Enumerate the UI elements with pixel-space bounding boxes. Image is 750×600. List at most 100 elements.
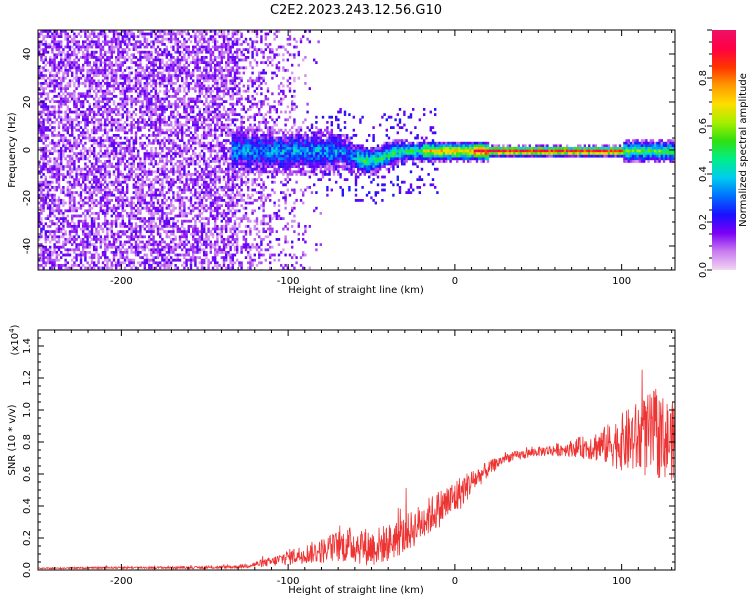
- spectrogram-cell: [97, 123, 100, 127]
- spectrogram-cell: [99, 30, 102, 33]
- spectrogram-cell: [192, 123, 195, 127]
- spectrogram-cell: [57, 123, 61, 127]
- spectrogram-cell: [128, 74, 131, 77]
- spectrogram-cell: [88, 105, 91, 109]
- spectrogram-cell: [170, 170, 173, 174]
- spectrogram-cell: [64, 201, 67, 205]
- spectrogram-cell: [205, 160, 208, 163]
- spectrogram-cell: [194, 118, 197, 122]
- spectrogram-cell: [170, 123, 173, 127]
- spectrogram-cell: [156, 92, 160, 96]
- spectrogram-cell: [159, 61, 162, 64]
- spectrogram-cell: [77, 115, 80, 119]
- spectrogram-cell: [198, 154, 201, 158]
- spectrogram-cell: [119, 253, 122, 257]
- spectrogram-cell: [132, 157, 135, 161]
- spectrogram-cell: [159, 141, 162, 145]
- spectrogram-cell: [203, 118, 206, 122]
- spectrogram-cell: [139, 66, 142, 70]
- spectrogram-cell: [178, 115, 182, 119]
- spectrogram-cell: [134, 100, 138, 103]
- spectrogram-cell: [112, 69, 116, 72]
- spectrogram-cell: [170, 212, 173, 215]
- spectrogram-cell: [40, 40, 43, 44]
- spectrogram-cell: [66, 251, 69, 254]
- spectrogram-cell: [174, 170, 177, 174]
- spectrogram-cell: [187, 63, 190, 67]
- spectrogram-cell: [209, 131, 212, 135]
- spectrogram-cell: [117, 167, 120, 171]
- spectrogram-cell: [156, 178, 160, 181]
- spectrogram-cell: [99, 87, 102, 90]
- spectrogram-cell: [68, 58, 72, 62]
- spectrogram-cell: [211, 214, 215, 218]
- spectrogram-cell: [95, 232, 98, 236]
- spectrogram-cell: [161, 191, 164, 194]
- spectrogram-cell: [134, 266, 138, 270]
- spectrogram-cell: [42, 66, 45, 70]
- spectrogram-cell: [104, 162, 107, 166]
- spectrogram-cell: [214, 258, 217, 262]
- spectrogram-cell: [211, 115, 215, 119]
- spectrogram-cell: [86, 37, 89, 41]
- spectrogram-cell: [101, 89, 105, 93]
- spectrogram-cell: [117, 32, 120, 36]
- spectrogram-cell: [86, 240, 89, 244]
- spectrogram-cell: [222, 37, 226, 41]
- spectrogram-cell: [40, 191, 43, 194]
- spectrogram-cell: [46, 113, 50, 116]
- spectrogram-cell: [95, 227, 98, 231]
- spectrogram-cell: [104, 264, 107, 267]
- spectrogram-cell: [187, 89, 190, 93]
- spectrogram-cell: [225, 180, 228, 184]
- spectrogram-cell: [49, 240, 52, 244]
- spectrogram-cell: [161, 82, 164, 85]
- spectrogram-cell: [161, 113, 164, 116]
- spectrogram-cell: [156, 264, 160, 267]
- spectrogram-cell: [126, 191, 129, 194]
- spectrogram-cell: [99, 225, 102, 228]
- spectrogram-cell: [205, 243, 208, 246]
- spectrogram-cell: [189, 261, 193, 265]
- spectrogram-cell: [75, 113, 78, 116]
- spectrogram-cell: [187, 230, 190, 233]
- spectrogram-cell: [137, 63, 140, 67]
- spectrogram-cell: [203, 144, 206, 148]
- spectrogram-cell: [156, 201, 160, 205]
- spectrogram-cell: [93, 243, 96, 246]
- spectrogram-cell: [163, 253, 166, 257]
- spectrogram-cell: [62, 165, 65, 168]
- spectrogram-cell: [44, 113, 47, 116]
- spectrogram-cell: [108, 258, 111, 262]
- spectrogram-cell: [82, 45, 85, 49]
- spectrogram-cell: [79, 76, 83, 80]
- spectrogram-cell: [159, 157, 162, 161]
- spectrogram-cell: [46, 92, 50, 96]
- spectrogram-cell: [225, 79, 228, 83]
- spectrogram-cell: [108, 48, 111, 51]
- spectrogram-cell: [198, 261, 201, 265]
- spectrogram-cell: [106, 230, 109, 233]
- spectrogram-cell: [64, 53, 67, 57]
- spectrogram-cell: [194, 121, 197, 124]
- spectrogram-cell: [86, 92, 89, 96]
- spectrogram-cell: [203, 84, 206, 88]
- spectrogram-cell: [97, 43, 100, 46]
- spectrogram-cell: [108, 139, 111, 142]
- spectrogram-cell: [62, 214, 65, 218]
- spectrogram-cell: [57, 139, 61, 142]
- spectrogram-cell: [218, 264, 221, 267]
- spectrogram-cell: [40, 43, 43, 46]
- spectrogram-cell: [66, 61, 69, 64]
- spectrogram-cell: [196, 128, 199, 132]
- spectrogram-cell: [38, 222, 41, 226]
- spectrogram-cell: [137, 217, 140, 220]
- spectrogram-cell: [183, 167, 186, 171]
- spectrogram-cell: [194, 261, 197, 265]
- spectrogram-cell: [115, 76, 118, 80]
- spectrogram-cell: [106, 248, 109, 252]
- spectrogram-cell: [183, 196, 186, 200]
- spectrogram-cell: [112, 173, 116, 176]
- spectrogram-cell: [209, 66, 212, 70]
- spectrogram-cell: [134, 214, 138, 218]
